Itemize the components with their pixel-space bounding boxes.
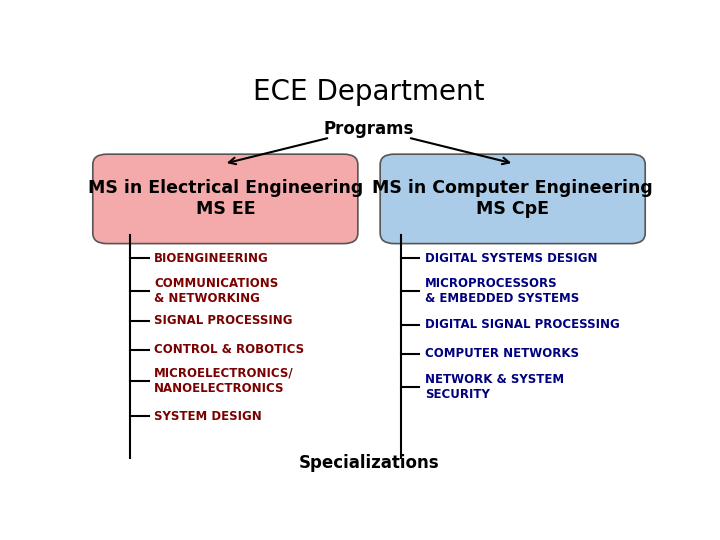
- Text: DIGITAL SIGNAL PROCESSING: DIGITAL SIGNAL PROCESSING: [425, 318, 619, 331]
- Text: Specializations: Specializations: [299, 454, 439, 472]
- Text: SYSTEM DESIGN: SYSTEM DESIGN: [154, 410, 262, 423]
- Text: COMPUTER NETWORKS: COMPUTER NETWORKS: [425, 347, 579, 360]
- Text: COMMUNICATIONS
& NETWORKING: COMMUNICATIONS & NETWORKING: [154, 278, 279, 306]
- Text: DIGITAL SYSTEMS DESIGN: DIGITAL SYSTEMS DESIGN: [425, 252, 598, 265]
- FancyBboxPatch shape: [380, 154, 645, 244]
- Text: BIOENGINEERING: BIOENGINEERING: [154, 252, 269, 265]
- Text: MICROPROCESSORS
& EMBEDDED SYSTEMS: MICROPROCESSORS & EMBEDDED SYSTEMS: [425, 278, 579, 306]
- Text: CONTROL & ROBOTICS: CONTROL & ROBOTICS: [154, 343, 305, 356]
- FancyBboxPatch shape: [93, 154, 358, 244]
- Text: MICROELECTRONICS/
NANOELECTRONICS: MICROELECTRONICS/ NANOELECTRONICS: [154, 367, 294, 395]
- Text: SIGNAL PROCESSING: SIGNAL PROCESSING: [154, 314, 292, 327]
- Text: Programs: Programs: [324, 120, 414, 138]
- Text: ECE Department: ECE Department: [253, 78, 485, 106]
- Text: MS in Electrical Engineering
MS EE: MS in Electrical Engineering MS EE: [88, 179, 363, 218]
- Text: MS in Computer Engineering
MS CpE: MS in Computer Engineering MS CpE: [372, 179, 653, 218]
- Text: NETWORK & SYSTEM
SECURITY: NETWORK & SYSTEM SECURITY: [425, 373, 564, 401]
